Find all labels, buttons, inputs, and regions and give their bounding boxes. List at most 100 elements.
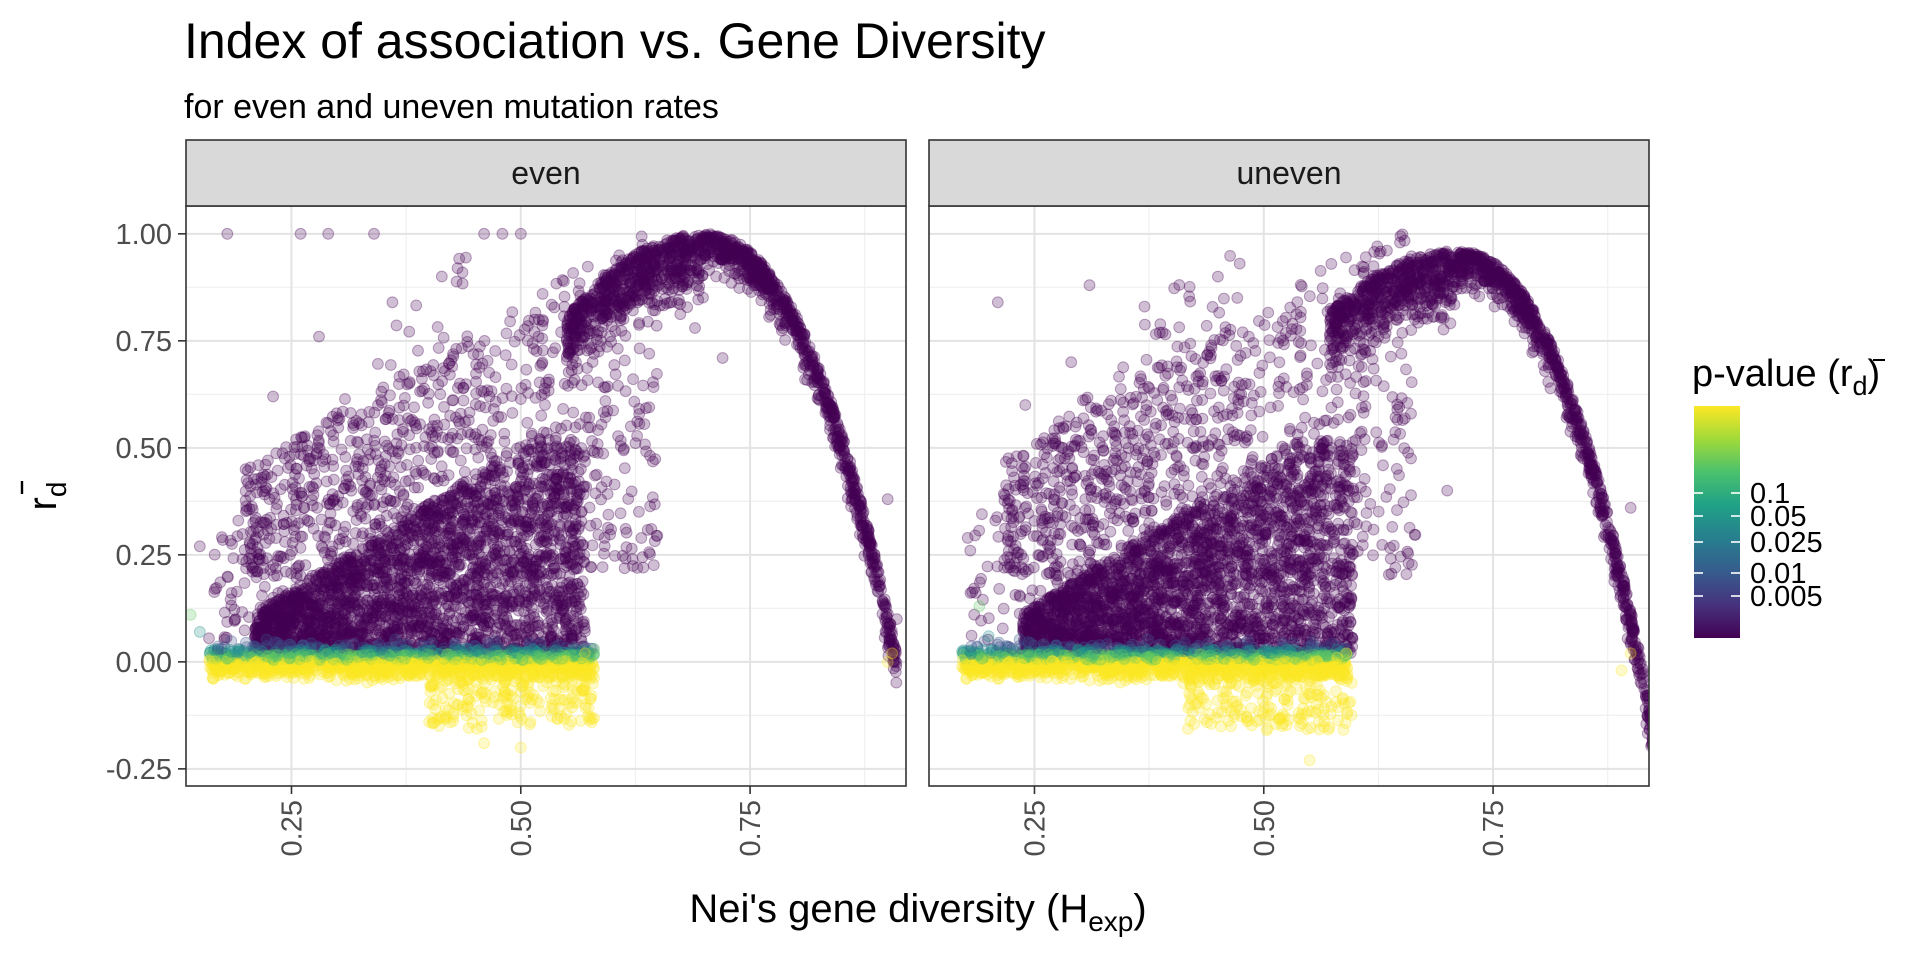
data-point [254,638,267,651]
data-point [569,514,582,526]
data-point [469,490,482,503]
data-point [560,350,573,363]
data-point [443,638,456,650]
data-point [439,602,452,615]
data-point [368,599,381,612]
points-even [186,227,903,754]
data-point [323,570,335,582]
data-point [512,604,525,617]
data-point [345,606,358,619]
data-point [446,427,459,440]
data-point [393,378,405,391]
data-point [606,282,618,295]
data-point [392,536,405,549]
data-point [613,296,626,309]
data-point [548,562,560,574]
data-point [376,566,389,579]
x-axis-title-main: Nei's gene diversity (H [689,887,1088,931]
data-point [343,594,356,606]
data-point [406,414,419,426]
data-point [426,522,439,535]
data-point [422,518,435,530]
data-point [326,579,339,591]
data-point [733,282,746,294]
data-point [362,647,375,659]
data-point [440,644,453,656]
data-point [813,372,826,385]
data-point [474,531,487,543]
data-point [450,587,463,599]
data-point [401,627,414,640]
data-point [534,359,547,372]
data-point [484,429,497,441]
data-point [383,601,396,614]
data-point [514,561,526,574]
data-point [648,244,660,257]
chart-subtitle: for even and uneven mutation rates [184,88,719,126]
data-point [548,529,560,541]
data-point [463,406,476,419]
data-point [346,551,359,564]
data-point [604,528,616,541]
data-point [375,460,388,473]
data-point [343,627,356,640]
data-point [645,288,657,301]
data-point [566,464,578,476]
data-point [321,612,333,625]
data-point [378,550,391,562]
data-point [511,619,523,631]
data-point [255,625,268,638]
data-point [577,555,590,568]
data-point [274,646,287,658]
data-point [473,534,486,547]
data-point [446,614,459,627]
data-point [500,327,513,340]
data-point [387,528,399,541]
data-point [831,431,844,443]
data-point [576,575,589,588]
data-point [528,502,541,515]
data-point [557,451,569,463]
data-point [367,579,380,592]
data-point [326,634,339,647]
data-point [293,588,306,601]
y-axis-title-sub: d [41,482,72,498]
data-point [437,635,450,648]
data-point [317,584,330,597]
data-point [484,447,497,460]
data-point [347,537,360,550]
data-point [505,516,517,529]
data-point [585,561,597,573]
data-point [501,447,513,459]
data-point [441,491,453,504]
data-point [803,355,815,368]
data-point [349,566,362,578]
data-point [562,476,575,489]
data-point [483,390,496,403]
data-point [516,462,529,475]
data-point [598,381,610,394]
data-point [265,641,277,654]
data-point [614,434,627,447]
data-point [420,529,432,542]
data-point [399,553,412,565]
data-point [505,495,518,508]
data-point [599,395,612,407]
y-axis-title: rd [20,481,72,510]
data-point [387,601,400,614]
data-point [343,601,356,614]
data-point [572,538,585,551]
data-point [607,404,619,417]
data-point [383,596,396,609]
data-point [508,335,521,348]
data-point [478,530,491,543]
data-point [449,593,462,606]
data-point [586,539,599,552]
data-point [366,612,379,624]
data-point [535,409,548,422]
data-point [556,576,568,589]
data-point [388,601,401,614]
data-point [868,549,881,561]
data-point [498,545,511,557]
